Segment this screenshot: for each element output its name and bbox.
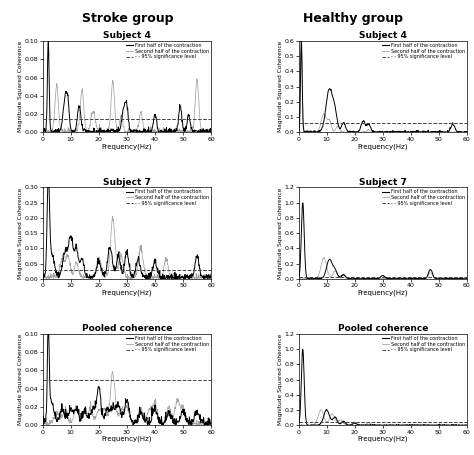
Legend: First half of the contraction, Second half of the contraction, - - 95% significa: First half of the contraction, Second ha… <box>381 189 465 206</box>
Text: Healthy group: Healthy group <box>303 12 403 25</box>
Title: Subject 4: Subject 4 <box>359 31 407 40</box>
Title: Pooled coherence: Pooled coherence <box>82 324 172 333</box>
Legend: First half of the contraction, Second half of the contraction, - - 95% significa: First half of the contraction, Second ha… <box>125 42 210 60</box>
Title: Pooled coherence: Pooled coherence <box>337 324 428 333</box>
Legend: First half of the contraction, Second half of the contraction, - - 95% significa: First half of the contraction, Second ha… <box>381 42 465 60</box>
Y-axis label: Magnitude Squared Coherence: Magnitude Squared Coherence <box>278 187 283 279</box>
Y-axis label: Magnitude Squared Coherence: Magnitude Squared Coherence <box>18 187 23 279</box>
Legend: First half of the contraction, Second half of the contraction, - - 95% significa: First half of the contraction, Second ha… <box>125 189 210 206</box>
X-axis label: Frequency(Hz): Frequency(Hz) <box>101 436 152 442</box>
X-axis label: Frequency(Hz): Frequency(Hz) <box>101 289 152 296</box>
Y-axis label: Magnitude Squared Coherence: Magnitude Squared Coherence <box>278 334 283 425</box>
Legend: First half of the contraction, Second half of the contraction, - - 95% significa: First half of the contraction, Second ha… <box>381 335 465 353</box>
X-axis label: Frequency(Hz): Frequency(Hz) <box>357 436 408 442</box>
Text: Stroke group: Stroke group <box>82 12 174 25</box>
Title: Subject 7: Subject 7 <box>359 177 407 187</box>
Y-axis label: Magnitude Squared Coherence: Magnitude Squared Coherence <box>18 41 23 132</box>
Y-axis label: Magnitude Squared Coherence: Magnitude Squared Coherence <box>18 334 23 425</box>
Title: Subject 7: Subject 7 <box>103 177 151 187</box>
Title: Subject 4: Subject 4 <box>103 31 151 40</box>
X-axis label: Frequency(Hz): Frequency(Hz) <box>357 289 408 296</box>
X-axis label: Frequency(Hz): Frequency(Hz) <box>101 143 152 150</box>
Legend: First half of the contraction, Second half of the contraction, - - 95% significa: First half of the contraction, Second ha… <box>125 335 210 353</box>
X-axis label: Frequency(Hz): Frequency(Hz) <box>357 143 408 150</box>
Y-axis label: Magnitude Squared Coherence: Magnitude Squared Coherence <box>278 41 283 132</box>
